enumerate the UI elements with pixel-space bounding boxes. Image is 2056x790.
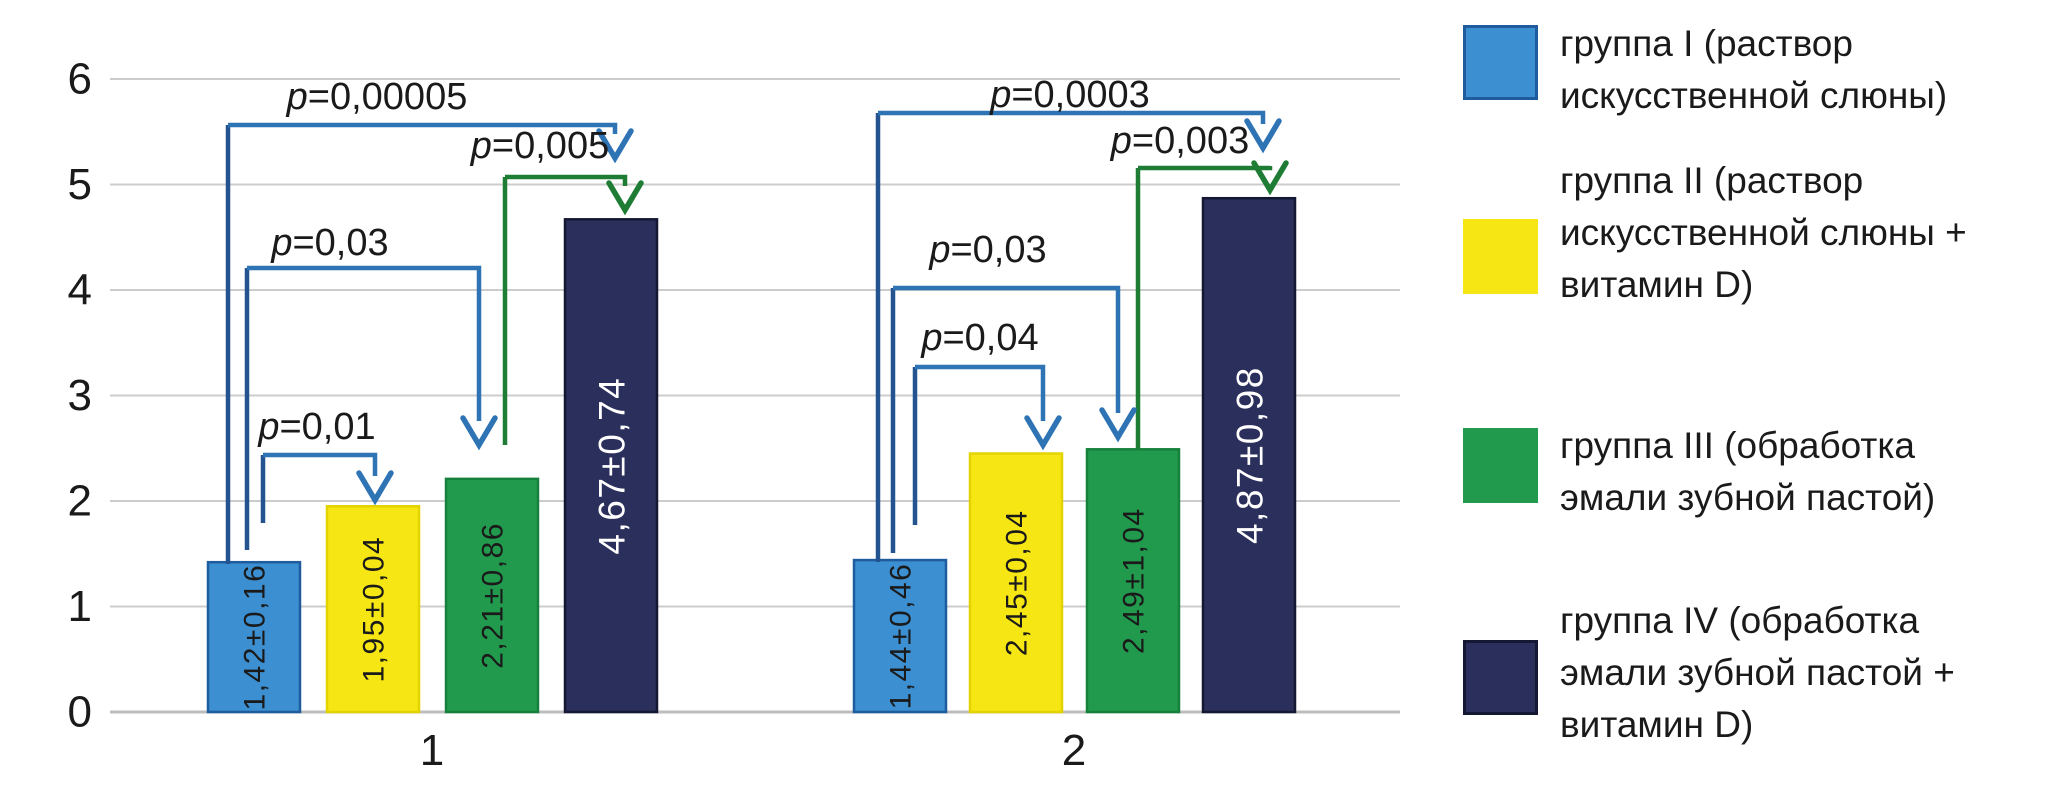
p-value-label: p=0,04 bbox=[920, 317, 1038, 359]
bar bbox=[444, 477, 540, 714]
y-axis-tick-label: 1 bbox=[68, 582, 92, 631]
axis-labels-group: 0 1 2 3 4 5 6 1 2 bbox=[68, 55, 1087, 776]
bars-group: 1,42±0,16 1,44±0,46 1,95±0,04 2,45±0,04 2,21… bbox=[206, 196, 1297, 714]
p-value-label: p=0,0003 bbox=[989, 74, 1150, 116]
y-axis-tick-label: 6 bbox=[68, 55, 92, 104]
y-axis-tick-label: 4 bbox=[68, 266, 92, 315]
arrow-down-icon bbox=[1244, 118, 1282, 154]
bracket-line bbox=[1138, 165, 1273, 171]
legend-label-group-3: группа III (обработка эмали зубной пасто… bbox=[1560, 425, 1936, 518]
p-value-bracket: p=0,04 bbox=[912, 317, 1062, 525]
arrow-down-icon bbox=[1024, 415, 1062, 451]
p-value-label: p=0,03 bbox=[928, 229, 1046, 271]
p-value-bracket: p=0,005 bbox=[470, 125, 644, 445]
x-axis-category-label: 1 bbox=[420, 726, 444, 775]
bar bbox=[206, 560, 302, 714]
bar-value-label: 1,44±0,46 bbox=[885, 563, 918, 710]
arrow-down-icon bbox=[596, 128, 634, 164]
legend-swatch-group-2-icon bbox=[1463, 219, 1538, 294]
p-value-label: p=0,00005 bbox=[286, 76, 468, 118]
bar bbox=[325, 505, 421, 714]
p-value-bracket: p=0,03 bbox=[244, 222, 498, 550]
bracket-line bbox=[247, 265, 482, 421]
bracket-line bbox=[878, 110, 1266, 124]
legend-label-group-1: группа I (раствор искусственной слюны) bbox=[1560, 23, 1948, 116]
legend-swatch-group-3-icon bbox=[1463, 428, 1538, 503]
annotations-group: p=0,00005p=0,005p=0,03p=0,01p=0,0003p=0,… bbox=[225, 74, 1289, 564]
y-axis-tick-label: 3 bbox=[68, 371, 92, 420]
bracket-line bbox=[228, 122, 618, 134]
bar-value-label: 2,49±1,04 bbox=[1118, 507, 1151, 654]
bracket-line bbox=[263, 452, 378, 476]
bar bbox=[852, 558, 948, 714]
bar-value-label: 1,95±0,04 bbox=[358, 536, 391, 683]
arrow-down-icon bbox=[1251, 160, 1289, 196]
bar-value-label: 4,87±0,98 bbox=[1230, 366, 1271, 544]
bar bbox=[1201, 196, 1297, 714]
p-value-label: p=0,03 bbox=[270, 222, 388, 264]
arrow-down-icon bbox=[460, 415, 498, 451]
p-value-bracket: p=0,03 bbox=[890, 229, 1137, 553]
y-axis-tick-label: 2 bbox=[68, 477, 92, 526]
p-value-bracket: p=0,01 bbox=[257, 406, 394, 523]
p-value-bracket: p=0,00005 bbox=[225, 76, 634, 564]
p-value-bracket: p=0,003 bbox=[1110, 120, 1289, 449]
legend-label-group-2: группа II (раствор искусственной слюны +… bbox=[1560, 160, 1967, 305]
gridlines-group bbox=[110, 78, 1400, 714]
bar bbox=[563, 218, 659, 714]
legend-swatch-group-4-icon bbox=[1463, 640, 1538, 715]
p-value-label: p=0,003 bbox=[1110, 120, 1249, 162]
bar-value-label: 1,42±0,16 bbox=[239, 564, 272, 711]
y-axis-tick-label: 5 bbox=[68, 160, 92, 209]
y-axis-tick-label: 0 bbox=[68, 688, 92, 737]
bracket-line bbox=[893, 285, 1121, 413]
bracket-line bbox=[915, 364, 1046, 421]
arrow-down-icon bbox=[606, 180, 644, 216]
p-value-label: p=0,01 bbox=[257, 406, 375, 448]
p-value-bracket: p=0,0003 bbox=[875, 74, 1282, 562]
bar bbox=[968, 452, 1064, 714]
bar-value-label: 4,67±0,74 bbox=[592, 377, 633, 555]
legend-swatch-group-1-icon bbox=[1463, 25, 1538, 100]
bar-value-label: 2,45±0,04 bbox=[1001, 509, 1034, 656]
x-axis-category-label: 2 bbox=[1062, 726, 1086, 775]
legend-label-group-4: группа IV (обработка эмали зубной пастой… bbox=[1560, 600, 1955, 745]
legend: группа I (раствор искусственной слюны) г… bbox=[1455, 0, 2056, 790]
arrow-down-icon bbox=[1099, 407, 1137, 443]
arrow-down-icon bbox=[356, 470, 394, 506]
bracket-line bbox=[505, 174, 628, 186]
bar bbox=[1085, 448, 1181, 714]
bar-value-label: 2,21±0,86 bbox=[477, 522, 510, 669]
p-value-label: p=0,005 bbox=[470, 125, 609, 167]
